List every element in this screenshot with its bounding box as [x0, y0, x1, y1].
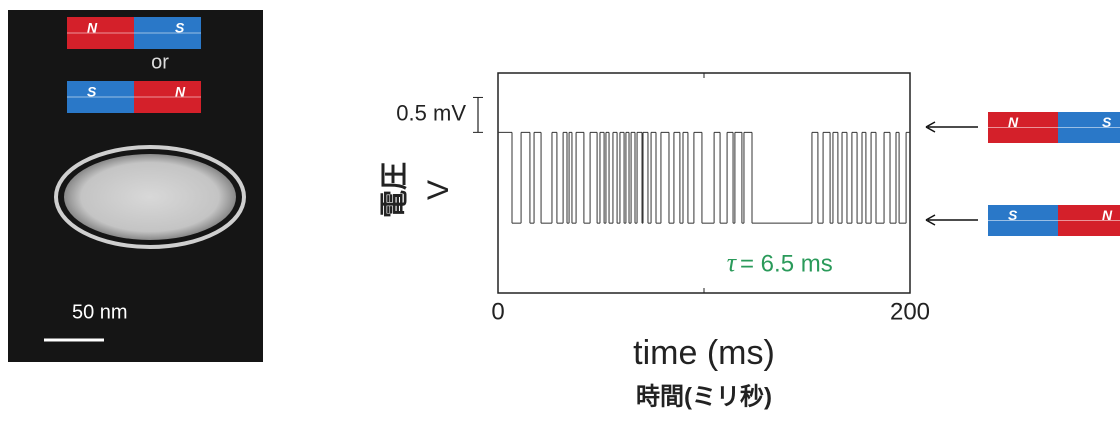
- pole-label: N: [87, 20, 98, 36]
- pole-label: N: [175, 84, 186, 100]
- y-label: V: [422, 180, 455, 200]
- dot-rim: [54, 145, 246, 249]
- tau-symbol: τ: [727, 248, 738, 277]
- pole-label: S: [1008, 207, 1018, 223]
- arrow-head: [925, 214, 936, 226]
- pole-label: N: [1102, 207, 1113, 223]
- y-label-ja: 電圧: [378, 162, 409, 218]
- x-label-ja: 時間(ミリ秒): [636, 383, 772, 410]
- nanodot: [64, 154, 236, 240]
- scale-label: 0.5 mV: [396, 101, 466, 126]
- pole-label: N: [1008, 114, 1019, 130]
- x-tick-label: 200: [890, 298, 930, 325]
- arrow-head: [925, 121, 936, 133]
- or-label: or: [151, 51, 169, 73]
- plot-frame: [497, 72, 911, 294]
- pole-label: S: [175, 20, 185, 36]
- pole-label: S: [1102, 114, 1112, 130]
- scale-label: 50 nm: [72, 301, 128, 323]
- pole-label: S: [87, 84, 97, 100]
- annotation: = 6.5 ms: [740, 250, 833, 277]
- x-label: time (ms): [633, 334, 775, 372]
- x-tick-label: 0: [491, 298, 504, 325]
